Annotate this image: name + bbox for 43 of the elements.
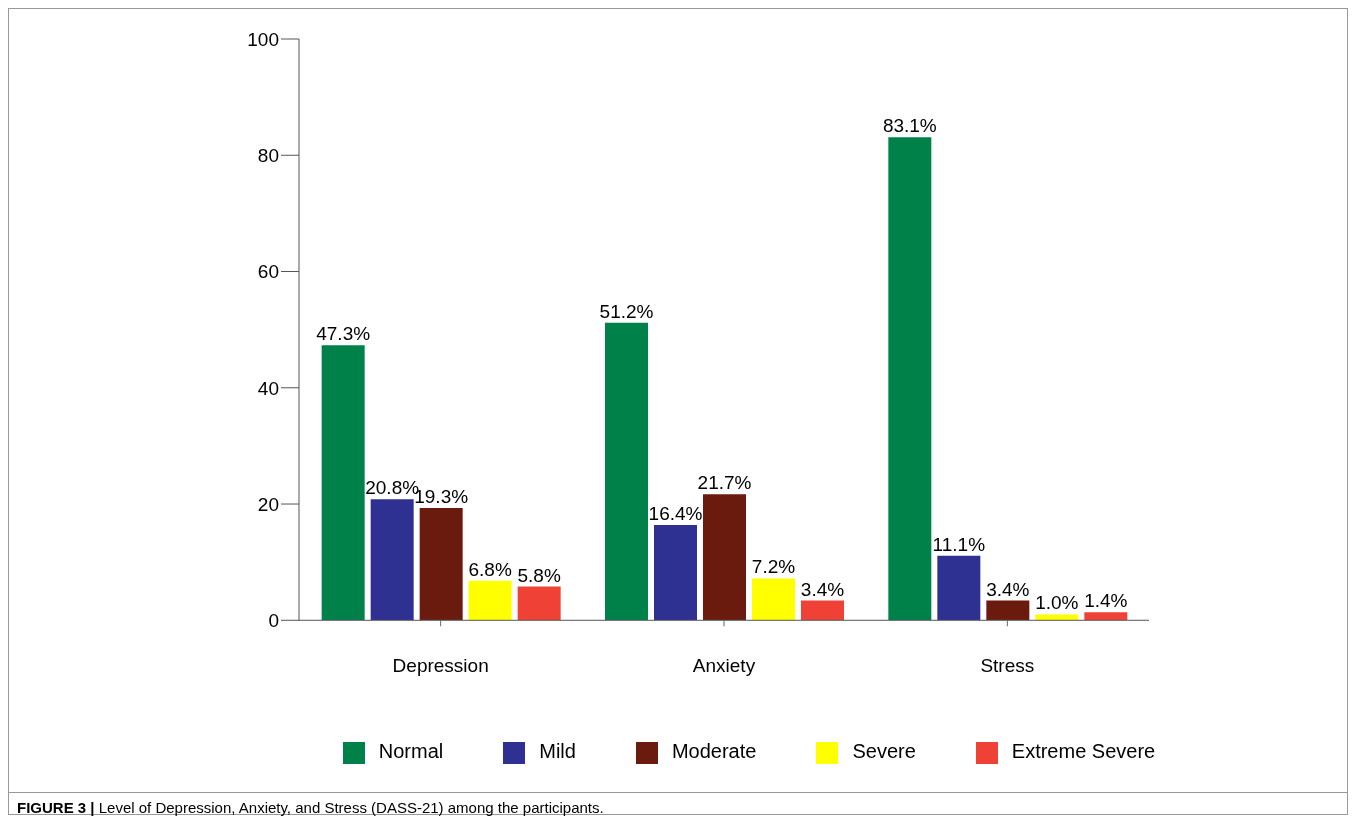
data-label: 6.8% [468,558,512,580]
legend-label: Moderate [671,740,757,763]
bar [321,345,365,621]
legend-label: Mild [539,740,576,763]
y-tick-label: 60 [257,261,279,283]
bar [937,555,981,621]
y-tick-label: 20 [257,493,279,515]
bar [370,499,414,621]
bar [654,524,697,621]
bar [468,580,512,621]
y-tick-label: 80 [257,145,279,166]
legend-label: Severe [852,740,916,763]
data-label: 21.7% [697,472,752,494]
bar [752,578,795,621]
x-tick-label: Depression [392,654,489,676]
bar [801,600,844,621]
y-tick-label: 0 [268,610,279,632]
data-label: 11.1% [932,533,986,555]
bar [605,322,648,621]
y-tick-label: 100 [247,28,279,50]
data-label: 1.0% [1035,592,1079,614]
data-label: 7.2% [751,556,796,578]
legend-label: Normal [378,740,444,763]
data-label: 5.8% [517,564,561,586]
bar [1035,614,1079,621]
x-tick-label: Anxiety [692,654,756,676]
data-label: 47.3% [316,323,371,345]
bar [986,600,1030,621]
bar [888,137,932,621]
bar [1084,612,1128,621]
x-tick-label: Stress [980,654,1035,676]
data-label: 3.4% [800,578,845,600]
data-label: 3.4% [986,578,1030,600]
data-label: 51.2% [599,300,654,322]
data-label: 83.1% [882,115,937,137]
bar [517,586,561,621]
y-tick-label: 40 [257,377,279,399]
caption: FIGURE 3 | Level of Depression, Anxiety, and Stress (DASS-21) among the participants. [9,792,1347,822]
data-label: 16.4% [648,502,703,524]
bar [419,508,463,621]
data-label: 1.4% [1084,590,1128,612]
bar [703,494,746,621]
legend-label: Extreme Severe [1011,740,1156,763]
